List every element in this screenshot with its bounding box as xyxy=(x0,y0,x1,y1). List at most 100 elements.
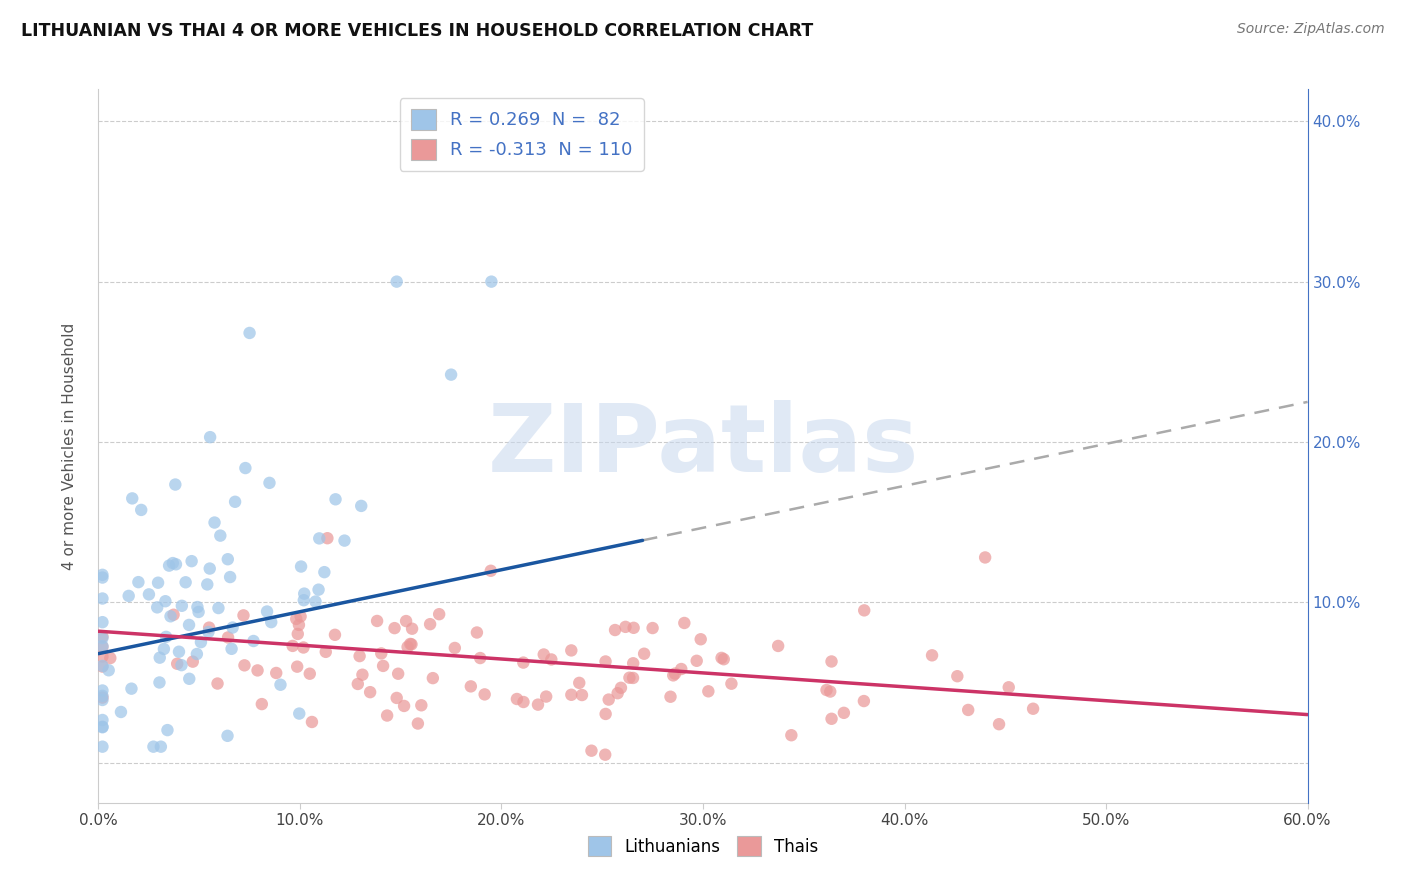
Point xyxy=(170,599,193,613)
Point xyxy=(167,645,190,659)
Point xyxy=(766,639,789,653)
Point xyxy=(91,630,114,644)
Point xyxy=(207,601,229,615)
Point xyxy=(91,631,114,645)
Point xyxy=(852,694,875,708)
Point xyxy=(181,655,204,669)
Point xyxy=(713,652,735,666)
Point xyxy=(395,614,418,628)
Point xyxy=(621,657,644,671)
Point xyxy=(346,677,368,691)
Point xyxy=(815,683,838,698)
Point xyxy=(91,659,114,673)
Point xyxy=(180,554,202,568)
Point xyxy=(710,651,733,665)
Y-axis label: 4 or more Vehicles in Household: 4 or more Vehicles in Household xyxy=(62,322,77,570)
Point xyxy=(506,692,529,706)
Point xyxy=(149,739,172,754)
Point xyxy=(512,656,534,670)
Point xyxy=(142,739,165,754)
Point xyxy=(422,671,444,685)
Point xyxy=(406,716,429,731)
Point xyxy=(399,637,422,651)
Point xyxy=(820,712,842,726)
Point xyxy=(315,645,337,659)
Point xyxy=(288,706,311,721)
Point xyxy=(219,570,242,584)
Point xyxy=(179,672,201,686)
Point xyxy=(780,728,803,742)
Point xyxy=(91,713,114,727)
Point xyxy=(689,632,711,647)
Point xyxy=(198,430,221,444)
Point xyxy=(197,625,219,640)
Point xyxy=(697,684,720,698)
Point xyxy=(308,532,330,546)
Point xyxy=(411,698,433,713)
Point xyxy=(641,621,664,635)
Point xyxy=(118,589,141,603)
Point xyxy=(974,550,997,565)
Point xyxy=(603,623,626,637)
Point xyxy=(120,681,142,696)
Point xyxy=(224,495,246,509)
Point xyxy=(259,475,281,490)
Point xyxy=(157,558,180,573)
Point xyxy=(217,631,239,645)
Point xyxy=(419,617,441,632)
Point xyxy=(385,690,408,705)
Text: ZIPatlas: ZIPatlas xyxy=(488,400,918,492)
Point xyxy=(427,607,450,622)
Point xyxy=(292,640,315,655)
Point xyxy=(333,533,356,548)
Point xyxy=(186,647,208,661)
Point xyxy=(233,658,256,673)
Point xyxy=(285,659,308,673)
Point xyxy=(91,720,114,734)
Point xyxy=(195,577,218,591)
Point xyxy=(623,621,645,635)
Point xyxy=(232,608,254,623)
Point xyxy=(198,621,221,635)
Point xyxy=(110,705,132,719)
Point xyxy=(91,693,114,707)
Point xyxy=(350,499,373,513)
Point xyxy=(659,690,682,704)
Point xyxy=(235,461,257,475)
Point xyxy=(325,492,347,507)
Point xyxy=(720,676,742,690)
Point xyxy=(153,642,176,657)
Point xyxy=(91,570,114,584)
Point xyxy=(98,651,121,665)
Point xyxy=(470,651,492,665)
Point xyxy=(581,744,603,758)
Point xyxy=(91,720,114,734)
Point xyxy=(921,648,943,663)
Point xyxy=(440,368,463,382)
Point xyxy=(155,630,177,644)
Point xyxy=(162,556,184,570)
Point xyxy=(443,640,465,655)
Point xyxy=(165,558,187,572)
Point xyxy=(671,662,693,676)
Point xyxy=(207,676,229,690)
Point xyxy=(308,582,330,597)
Point xyxy=(170,658,193,673)
Point xyxy=(349,649,371,664)
Point xyxy=(853,603,876,617)
Point xyxy=(595,655,617,669)
Point xyxy=(250,697,273,711)
Point xyxy=(957,703,980,717)
Point xyxy=(385,275,408,289)
Point xyxy=(91,659,114,673)
Point xyxy=(401,622,423,636)
Point xyxy=(560,643,582,657)
Point xyxy=(323,628,346,642)
Point xyxy=(298,666,321,681)
Point xyxy=(138,587,160,601)
Point xyxy=(165,477,187,491)
Point xyxy=(281,639,304,653)
Point xyxy=(997,680,1019,694)
Point xyxy=(595,706,617,721)
Point xyxy=(155,594,177,608)
